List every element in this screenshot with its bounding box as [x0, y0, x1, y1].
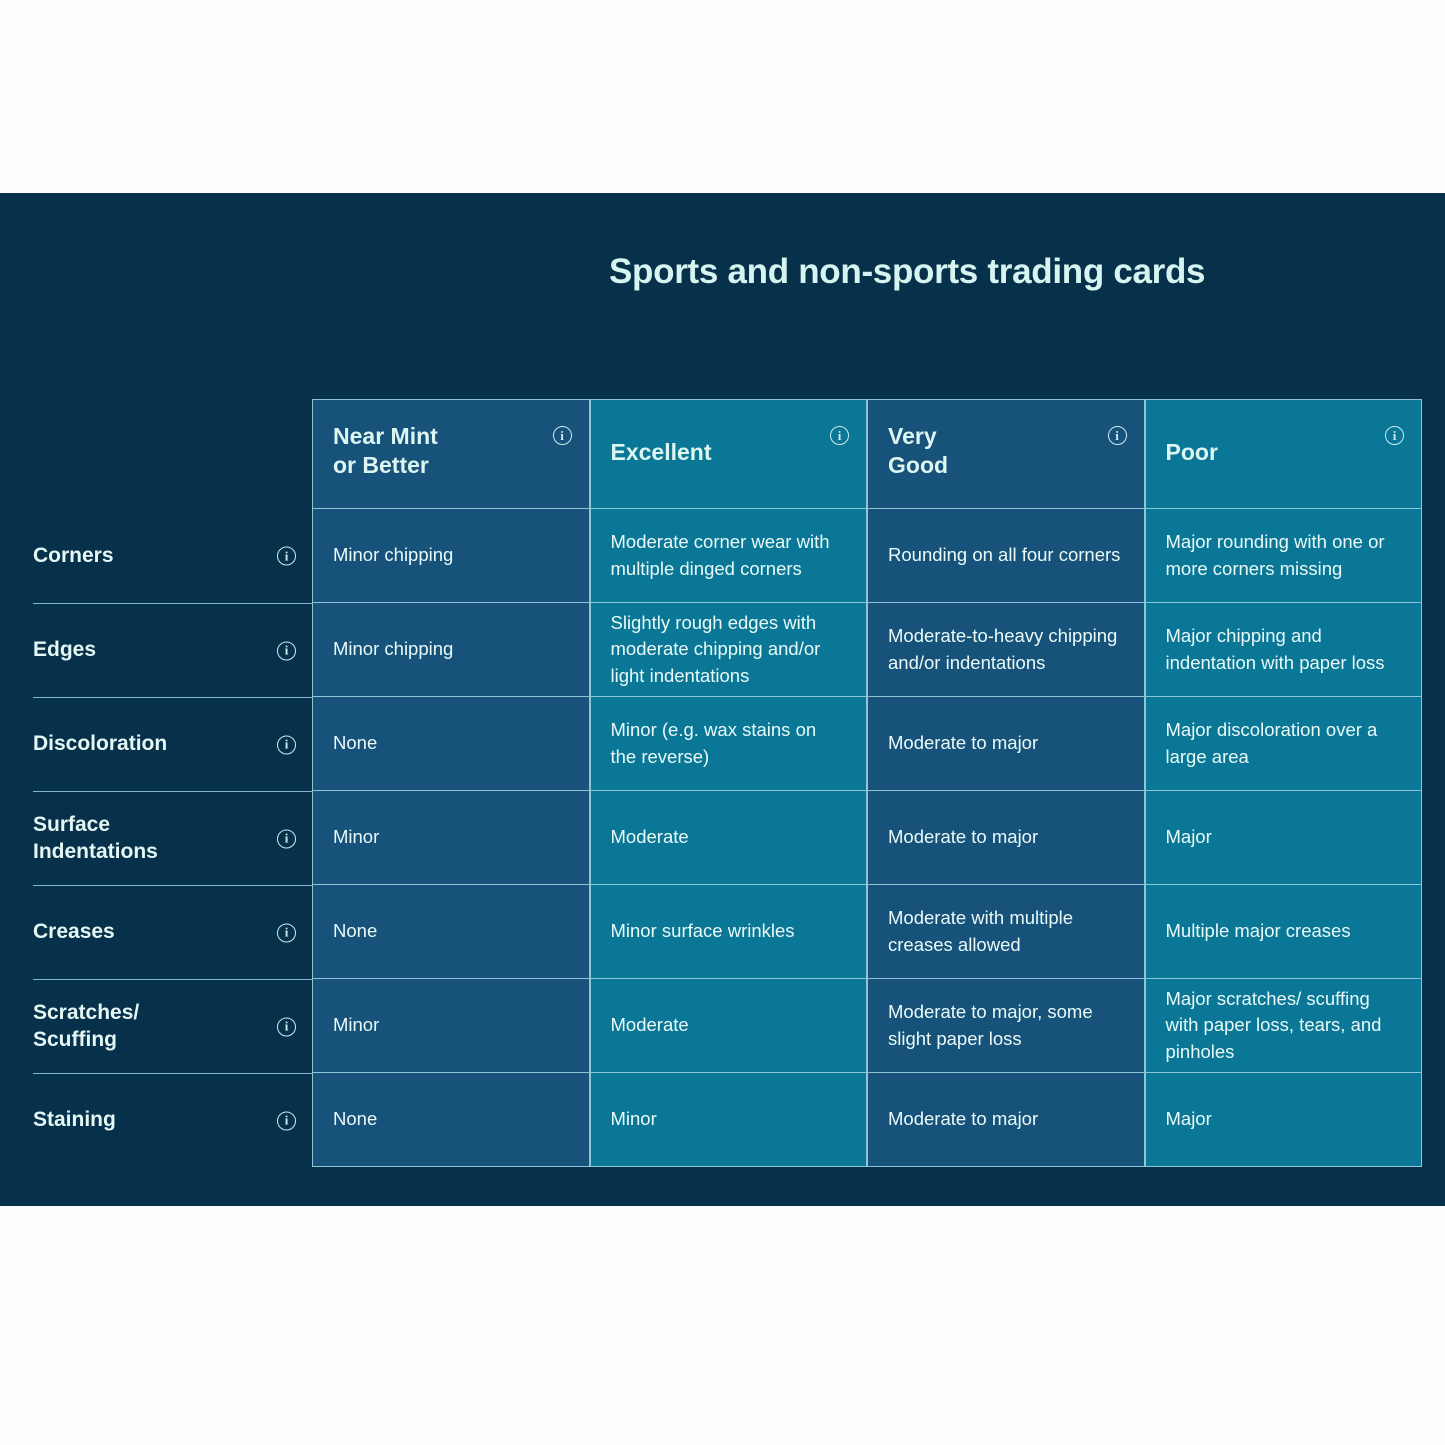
cell-creases-very-good: Moderate with multiple creases allowed — [867, 885, 1145, 979]
info-icon[interactable]: i — [552, 426, 572, 445]
cell-staining-near-mint: None — [312, 1073, 590, 1167]
column-header-excellent-line1: Excellent — [610, 439, 712, 465]
table-row: Staining i None Minor Moderate to major … — [33, 1073, 1422, 1167]
row-cells: Minor chipping Slightly rough edges with… — [312, 603, 1422, 697]
table-corner-spacer — [33, 399, 312, 509]
info-icon-glyph: i — [284, 548, 289, 563]
row-label-scratches-scuffing[interactable]: Scratches/ Scuffing i — [33, 979, 312, 1073]
cell-surface-indentations-poor: Major — [1144, 791, 1422, 885]
info-icon-glyph: i — [1115, 427, 1119, 443]
info-icon-glyph: i — [284, 736, 289, 752]
row-label-scratches-scuffing-line1: Scratches/ — [33, 1000, 140, 1024]
info-icon[interactable]: i — [1385, 426, 1404, 445]
info-icon[interactable]: i — [277, 923, 296, 942]
table-row: Creases i None Minor surface wrinkles Mo… — [33, 885, 1422, 979]
cell-edges-very-good: Moderate-to-heavy chipping and/or indent… — [867, 603, 1145, 697]
cell-scratches-scuffing-near-mint: Minor — [312, 979, 590, 1073]
content-panel: Sports and non-sports trading cards Near… — [0, 193, 1445, 1206]
row-label-discoloration-line1: Discoloration — [33, 732, 168, 756]
cell-creases-excellent: Minor surface wrinkles — [589, 885, 867, 979]
row-label-staining[interactable]: Staining i — [33, 1073, 312, 1167]
column-header-very-good-line2: Good — [888, 452, 949, 479]
info-icon-glyph: i — [284, 830, 289, 846]
row-label-discoloration[interactable]: Discoloration i — [33, 697, 312, 791]
info-icon[interactable]: i — [277, 1111, 296, 1130]
column-header-poor-line1: Poor — [1165, 439, 1218, 465]
cell-edges-excellent: Slightly rough edges with moderate chipp… — [589, 603, 867, 697]
cell-corners-very-good: Rounding on all four corners — [867, 509, 1145, 603]
cell-staining-poor: Major — [1144, 1073, 1422, 1167]
cell-corners-poor: Major rounding with one or more corners … — [1144, 509, 1422, 603]
info-icon-glyph: i — [284, 1018, 289, 1034]
cell-edges-near-mint: Minor chipping — [312, 603, 590, 697]
info-icon[interactable]: i — [277, 735, 296, 754]
row-cells: Minor chipping Moderate corner wear with… — [312, 509, 1422, 603]
info-icon-glyph: i — [284, 1112, 289, 1128]
column-header-poor[interactable]: Poor i — [1144, 399, 1422, 509]
column-header-excellent[interactable]: Excellent i — [589, 399, 867, 509]
row-label-corners-line1: Corners — [33, 543, 114, 567]
info-icon[interactable]: i — [277, 1017, 296, 1036]
cell-corners-near-mint: Minor chipping — [312, 509, 590, 603]
row-label-staining-line1: Staining — [33, 1108, 116, 1132]
info-icon-glyph: i — [284, 924, 289, 940]
info-icon[interactable]: i — [277, 546, 296, 566]
row-cells: None Minor Moderate to major Major — [312, 1073, 1422, 1167]
row-cells: Minor Moderate Moderate to major Major — [312, 791, 1422, 885]
info-icon-glyph: i — [837, 427, 842, 443]
row-label-scratches-scuffing-line2: Scuffing — [33, 1027, 117, 1051]
cell-surface-indentations-excellent: Moderate — [589, 791, 867, 885]
info-icon-glyph: i — [560, 427, 564, 443]
table-row: Surface Indentations i Minor Moderate Mo… — [33, 791, 1422, 885]
row-label-creases[interactable]: Creases i — [33, 885, 312, 979]
cell-creases-poor: Multiple major creases — [1144, 885, 1422, 979]
column-header-near-mint[interactable]: Near Mint or Better i — [312, 399, 590, 509]
table-row: Edges i Minor chipping Slightly rough ed… — [33, 603, 1422, 697]
cell-discoloration-near-mint: None — [312, 697, 590, 791]
info-icon[interactable]: i — [830, 426, 849, 445]
row-label-corners[interactable]: Corners i — [33, 509, 312, 603]
row-label-surface-indentations[interactable]: Surface Indentations i — [33, 791, 312, 885]
row-cells: None Minor (e.g. wax stains on the rever… — [312, 697, 1422, 791]
row-cells: None Minor surface wrinkles Moderate wit… — [312, 885, 1422, 979]
cell-staining-excellent: Minor — [589, 1073, 867, 1167]
column-header-near-mint-line2: or Better — [333, 452, 429, 479]
cell-scratches-scuffing-poor: Major scratches/ scuffing with paper los… — [1144, 979, 1422, 1073]
cell-scratches-scuffing-very-good: Moderate to major, some slight paper los… — [867, 979, 1145, 1073]
table-row: Discoloration i None Minor (e.g. wax sta… — [33, 697, 1422, 791]
header-cells: Near Mint or Better i Excellent i Ve — [312, 399, 1422, 509]
cell-scratches-scuffing-excellent: Moderate — [589, 979, 867, 1073]
row-cells: Minor Moderate Moderate to major, some s… — [312, 979, 1422, 1073]
cell-edges-poor: Major chipping and indentation with pape… — [1144, 603, 1422, 697]
table-header-row: Near Mint or Better i Excellent i Ve — [33, 399, 1422, 509]
cell-staining-very-good: Moderate to major — [867, 1073, 1145, 1167]
cell-surface-indentations-near-mint: Minor — [312, 791, 590, 885]
info-icon-glyph: i — [1392, 427, 1397, 443]
column-header-very-good[interactable]: Very Good i — [867, 399, 1145, 509]
info-icon-glyph: i — [284, 642, 289, 658]
cell-discoloration-poor: Major discoloration over a large area — [1144, 697, 1422, 791]
table-row: Scratches/ Scuffing i Minor Moderate Mod… — [33, 979, 1422, 1073]
info-icon[interactable]: i — [1107, 426, 1127, 445]
info-icon[interactable]: i — [277, 829, 296, 848]
row-label-surface-indentations-line1: Surface — [33, 812, 111, 836]
page-title: Sports and non-sports trading cards — [609, 252, 1206, 291]
table-row: Corners i Minor chipping Moderate corner… — [33, 509, 1422, 603]
row-label-edges-line1: Edges — [33, 638, 97, 662]
grading-table: Near Mint or Better i Excellent i Ve — [33, 399, 1422, 1167]
cell-creases-near-mint: None — [312, 885, 590, 979]
cell-discoloration-excellent: Minor (e.g. wax stains on the reverse) — [589, 697, 867, 791]
column-header-very-good-line1: Very — [888, 423, 937, 449]
cell-corners-excellent: Moderate corner wear with multiple dinge… — [589, 509, 867, 603]
row-label-edges[interactable]: Edges i — [33, 603, 312, 697]
cell-discoloration-very-good: Moderate to major — [867, 697, 1145, 791]
column-header-near-mint-line1: Near Mint — [333, 423, 438, 449]
cell-surface-indentations-very-good: Moderate to major — [867, 791, 1145, 885]
row-label-creases-line1: Creases — [33, 920, 115, 944]
info-icon[interactable]: i — [277, 641, 296, 660]
row-label-surface-indentations-line2: Indentations — [33, 839, 158, 863]
